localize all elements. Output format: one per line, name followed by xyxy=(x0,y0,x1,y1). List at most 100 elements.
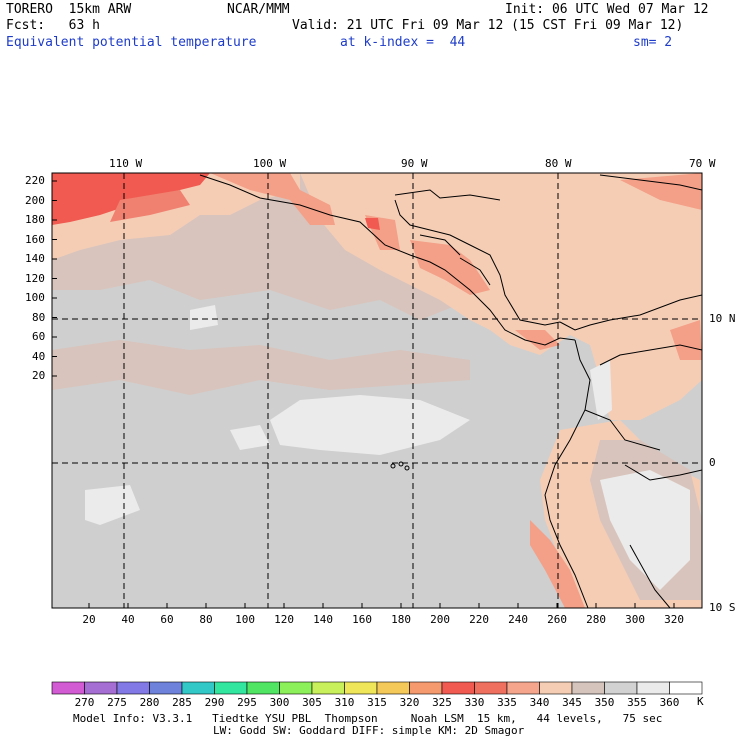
lat-label-10s: 10 S xyxy=(709,601,736,614)
colorbar-swatch xyxy=(474,681,508,695)
colorbar-unit: K xyxy=(697,695,704,708)
x-tick-label: 80 xyxy=(199,613,213,626)
map-frame xyxy=(51,172,703,609)
y-tick-label: 120 xyxy=(25,271,45,285)
colorbar-swatch xyxy=(441,681,475,695)
coastlines xyxy=(199,174,702,608)
y-tick-label: 100 xyxy=(25,291,45,304)
region-325-southeast xyxy=(670,320,702,360)
y-tick-label: 160 xyxy=(25,232,45,246)
colorbar-label: 335 xyxy=(497,696,517,709)
colorbar-label: 305 xyxy=(302,696,322,709)
lon-label-80w: 80 W xyxy=(545,157,572,170)
x-tick-label: 200 xyxy=(430,613,450,626)
x-tick-label: 160 xyxy=(352,613,372,626)
x-tick-label: 280 xyxy=(586,613,606,626)
colorbar-label: 325 xyxy=(432,696,452,709)
border-sa-2 xyxy=(599,344,702,366)
colorbar-label: 350 xyxy=(594,696,615,709)
lat-lon-grid xyxy=(52,173,702,608)
center-title: NCAR/MMM xyxy=(227,2,290,17)
colorbar-label: 320 xyxy=(399,696,420,709)
colorbar-label: 355 xyxy=(627,696,647,709)
lon-label-100w: 100 W xyxy=(253,157,287,170)
region-355-d xyxy=(190,305,218,330)
colorbar-swatch xyxy=(246,681,280,695)
colorbar-swatch xyxy=(506,681,540,695)
galapagos-2 xyxy=(398,461,404,467)
region-325-mexico xyxy=(210,173,335,225)
field-shading xyxy=(52,173,702,608)
colorbar-label: 345 xyxy=(562,696,582,709)
border-sa-4 xyxy=(629,544,671,608)
colorbar-swatch xyxy=(51,681,85,695)
colorbar-swatch xyxy=(84,681,118,695)
x-tick-label: 260 xyxy=(547,613,567,626)
colorbar-label: 315 xyxy=(367,696,387,709)
colorbar-label: 280 xyxy=(139,696,160,709)
colorbar-label: 285 xyxy=(172,696,192,709)
y-axis xyxy=(52,180,57,377)
region-330-guatemala xyxy=(365,218,380,230)
region-355-a xyxy=(270,395,470,455)
region-325-panama xyxy=(515,330,560,350)
coast-cuba xyxy=(599,174,702,191)
x-tick-label: 140 xyxy=(313,613,333,626)
lon-label-70w: 70 W xyxy=(689,157,716,170)
colorbar-label: 330 xyxy=(464,696,485,709)
colorbar-label: 340 xyxy=(529,696,550,709)
x-tick-label: 40 xyxy=(121,613,135,626)
colorbar-swatch xyxy=(181,681,215,695)
colorbar xyxy=(51,681,703,695)
colorbar-swatch xyxy=(149,681,183,695)
smoothing-info: sm= 2 xyxy=(633,35,673,50)
x-tick-label: 240 xyxy=(508,613,528,626)
border-sa-3 xyxy=(624,464,702,481)
colorbar-swatch xyxy=(604,681,638,695)
colorbar-label: 270 xyxy=(74,696,95,709)
model-title: TORERO 15km ARW xyxy=(6,2,132,17)
x-tick-label: 300 xyxy=(625,613,645,626)
region-335-northwest xyxy=(110,190,190,222)
coast-mexico xyxy=(199,174,576,346)
region-340-central xyxy=(300,173,702,420)
border-mexico xyxy=(394,189,501,201)
coast-sa-west xyxy=(544,339,591,608)
y-tick-label: 40 xyxy=(32,349,46,363)
region-355-b xyxy=(230,425,270,450)
y-tick-label: 20 xyxy=(32,369,46,382)
y-tick-label: 140 xyxy=(25,252,45,265)
colorbar-label: 300 xyxy=(269,696,290,709)
colorbar-swatch xyxy=(311,681,345,695)
colorbar-label: 310 xyxy=(334,696,355,709)
region-355-e xyxy=(600,470,690,590)
y-tick-label: 200 xyxy=(25,193,45,207)
forecast-hour: Fcst: 63 h xyxy=(6,18,100,33)
border-central-2 xyxy=(459,257,491,286)
x-tick-label: 180 xyxy=(391,613,411,626)
colorbar-label: 295 xyxy=(237,696,257,709)
lon-label-110w: 110 W xyxy=(109,157,143,170)
colorbar-swatch xyxy=(539,681,573,695)
colorbar-swatch xyxy=(279,681,313,695)
region-325-honduras xyxy=(410,240,490,295)
border-central-1 xyxy=(419,234,461,256)
x-axis xyxy=(88,603,675,608)
init-time: Init: 06 UTC Wed 07 Mar 12 xyxy=(505,2,709,17)
colorbar-label: 275 xyxy=(107,696,127,709)
region-325-east xyxy=(620,173,702,210)
x-tick-label: 100 xyxy=(235,613,255,626)
region-355-f xyxy=(590,360,612,420)
y-tick-label: 80 xyxy=(32,310,46,324)
y-tick-label: 60 xyxy=(32,330,46,343)
colorbar-swatch xyxy=(636,681,670,695)
lat-label-0: 0 xyxy=(709,456,716,469)
colorbar-swatch xyxy=(669,681,703,695)
lat-label-10n: 10 N xyxy=(709,312,736,325)
valid-time: Valid: 21 UTC Fri 09 Mar 12 (15 CST Fri … xyxy=(292,18,684,33)
coast-colombia xyxy=(559,294,702,331)
coast-yucatan-caribbean xyxy=(394,199,561,326)
model-info-line1: Model Info: V3.3.1 Tiedtke YSU PBL Thomp… xyxy=(73,712,663,725)
colorbar-label: 360 xyxy=(659,696,680,709)
